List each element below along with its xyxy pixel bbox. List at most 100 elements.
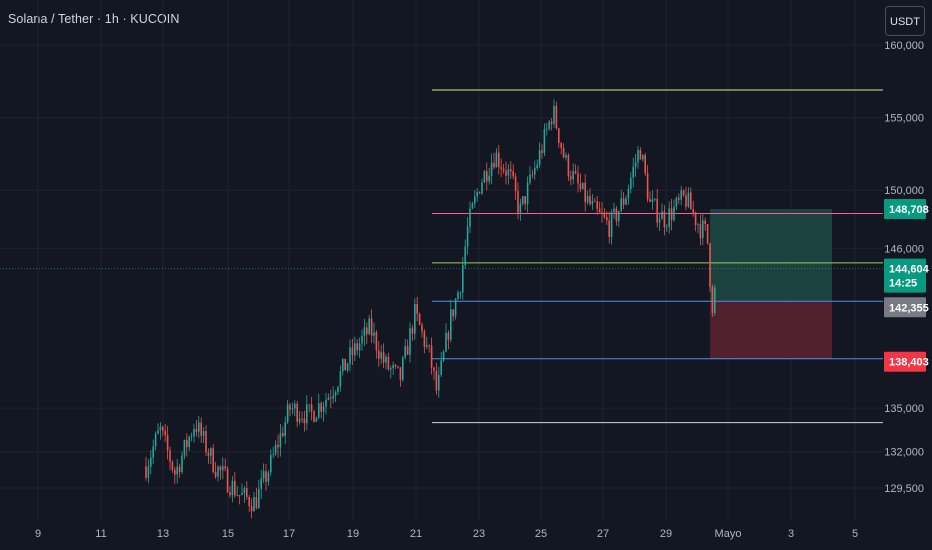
candle-body: [598, 208, 601, 213]
time-axis[interactable]: 9 11 13 15 17 19 21 23 25 27 29 Mayo 3 5: [35, 528, 858, 540]
candle-body: [694, 212, 697, 225]
candle-body: [447, 332, 450, 340]
candle-body: [378, 350, 380, 359]
time-tick-label: 9: [35, 528, 41, 540]
candle-body: [229, 492, 231, 496]
candle-body: [390, 368, 392, 370]
time-tick-label: 3: [788, 528, 794, 540]
candle-body: [435, 370, 438, 391]
candle-body: [428, 344, 430, 346]
candle-body: [354, 343, 356, 356]
candle-body: [356, 343, 358, 351]
candle-body: [620, 198, 622, 212]
candle-body: [310, 404, 313, 412]
candle-body: [706, 224, 709, 244]
candle-body: [512, 171, 514, 177]
stop-zone: [710, 301, 832, 359]
candle-body: [282, 432, 284, 437]
candle-body: [351, 347, 354, 356]
candle-body: [214, 472, 217, 477]
candle-body: [502, 168, 505, 171]
candle-body: [370, 318, 373, 336]
candle-body: [322, 406, 325, 412]
candle-body: [459, 292, 462, 294]
candle-body: [510, 169, 512, 172]
candle-body: [205, 431, 207, 453]
candle-body: [226, 468, 229, 493]
candle-body: [243, 488, 246, 494]
candle-body: [200, 422, 202, 436]
candle-body: [567, 155, 570, 177]
candle-body: [195, 429, 198, 432]
candle-body: [320, 403, 322, 412]
candle-body: [536, 164, 538, 169]
candle-body: [342, 358, 344, 372]
candle-body: [186, 440, 188, 448]
candle-body: [457, 292, 459, 300]
candle-body: [505, 170, 507, 176]
time-tick-label: 5: [852, 528, 858, 540]
candle-body: [714, 287, 716, 314]
candle-body: [421, 324, 423, 332]
price-tick-label: 135,000: [884, 403, 924, 415]
time-tick-label: 25: [535, 528, 547, 540]
candle-body: [574, 171, 577, 174]
candle-body: [666, 226, 668, 228]
candle-body: [474, 196, 476, 204]
candle-body: [495, 152, 498, 168]
candle-body: [577, 173, 579, 184]
candle-body: [596, 201, 598, 209]
candle-body: [327, 397, 330, 400]
target-zone: [710, 209, 832, 302]
candle-body: [555, 105, 558, 129]
candle-body: [402, 357, 404, 380]
candle-body: [682, 190, 685, 196]
candle-body: [250, 506, 253, 512]
candle-body: [488, 175, 490, 182]
candle-body: [301, 418, 303, 420]
candle-body: [469, 208, 471, 227]
candle-body: [176, 466, 178, 475]
current-tag-bg: [884, 258, 926, 293]
candle-body: [546, 128, 548, 130]
candle-body: [529, 174, 531, 183]
candle-body: [507, 169, 510, 176]
candle-body: [366, 327, 368, 335]
candle-body: [162, 426, 164, 431]
candle-body: [608, 220, 610, 237]
price-tick-label: 160,000: [884, 40, 924, 52]
time-tick-label: 23: [473, 528, 485, 540]
candle-body: [541, 150, 543, 153]
current-tag-text: 144,604: [889, 264, 930, 276]
candle-body: [481, 182, 483, 194]
candle-body: [385, 356, 387, 363]
candle-body: [286, 404, 289, 423]
candle-body: [394, 364, 397, 367]
candle-body: [680, 190, 682, 200]
time-tick-label: 27: [597, 528, 609, 540]
candle-body: [183, 440, 186, 456]
current-tag-text: 14:25: [889, 278, 917, 290]
price-axis[interactable]: 160,000 155,000 150,000 146,000 135,000 132,0…: [884, 40, 924, 495]
candle-body: [174, 469, 176, 475]
candle-body: [303, 418, 306, 424]
candle-body: [178, 466, 181, 473]
candle-body: [272, 454, 274, 455]
candle-body: [399, 367, 402, 380]
stop-tag-bg: [884, 351, 926, 372]
candle-body: [637, 149, 639, 163]
candle-body: [618, 211, 620, 222]
candle-body: [298, 418, 301, 422]
candle-body: [387, 356, 390, 370]
candle-body: [330, 397, 332, 399]
currency-button[interactable]: USDT: [885, 6, 925, 36]
candle-body: [262, 471, 265, 479]
candle-body: [651, 199, 654, 202]
candle-body: [553, 105, 555, 124]
candle-body: [625, 198, 627, 205]
candle-body: [171, 461, 174, 470]
candle-body: [646, 173, 649, 200]
time-tick-label: Mayo: [715, 528, 742, 540]
candle-body: [433, 367, 435, 371]
